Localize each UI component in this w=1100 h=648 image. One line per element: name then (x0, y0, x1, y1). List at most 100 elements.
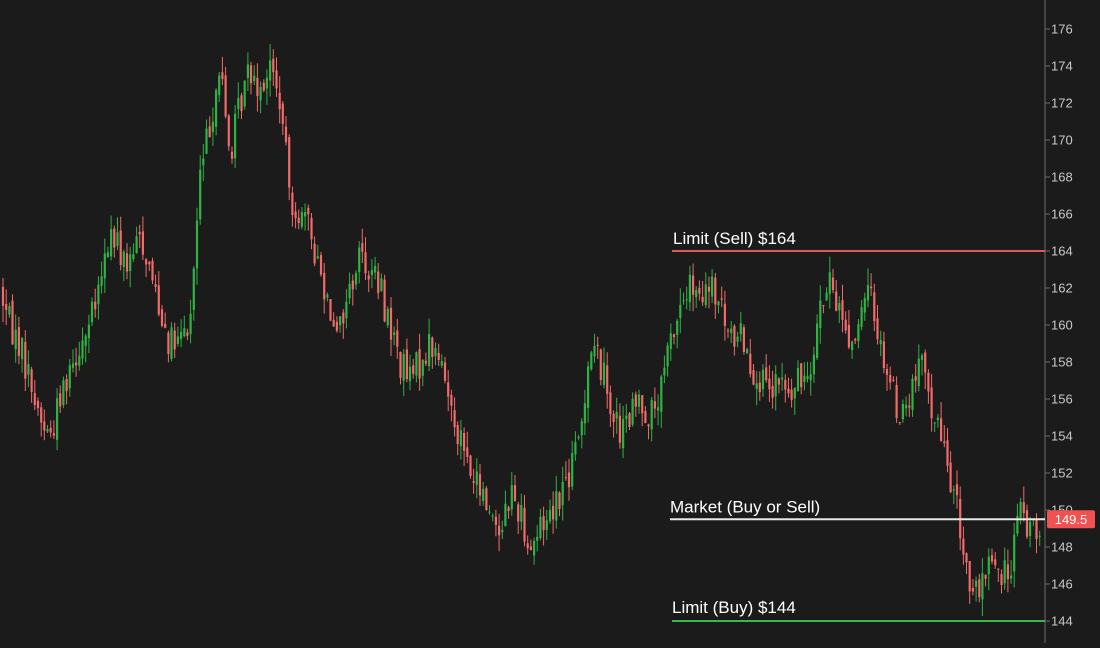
candle-body (326, 294, 329, 298)
candle-body (281, 103, 284, 124)
candle-body (450, 394, 453, 406)
current-price-tag: 149.5 (1047, 510, 1095, 529)
y-tick-label: 146 (1051, 577, 1073, 592)
candle-body (936, 417, 939, 420)
candle-body (641, 395, 644, 414)
y-tick-label: 170 (1051, 133, 1073, 148)
y-tick-label: 174 (1051, 59, 1073, 74)
candle-body (758, 382, 761, 392)
candle-body (145, 259, 148, 265)
candle-body (65, 379, 68, 392)
candle-body (288, 137, 291, 188)
candle-body (485, 488, 488, 510)
candle-body (895, 385, 898, 419)
candle-body (164, 323, 167, 328)
candle-body (615, 411, 618, 419)
candle-body (202, 158, 205, 166)
candles-layer (1, 44, 1041, 616)
candle-body (1022, 502, 1025, 514)
candle-body (577, 437, 580, 438)
candle-body (866, 285, 870, 301)
candle-body (56, 398, 59, 440)
candle-body (863, 298, 866, 313)
candle-body (501, 529, 504, 533)
candle-body (94, 301, 97, 310)
y-tick-label: 160 (1051, 318, 1073, 333)
candle-body (564, 477, 567, 479)
candle-body (914, 376, 917, 381)
y-tick-label: 166 (1051, 207, 1073, 222)
candle-body (517, 504, 520, 522)
candle-body (545, 520, 548, 530)
candle-body (720, 298, 723, 300)
candle-body (208, 126, 211, 138)
candle-body (730, 328, 733, 334)
candle-body (908, 405, 911, 408)
candle-body (310, 218, 313, 240)
candle-body (962, 538, 965, 555)
candle-body (498, 525, 501, 536)
candle-body (36, 400, 40, 409)
candle-body (151, 260, 154, 281)
candle-body (253, 75, 256, 82)
candle-body (1003, 560, 1006, 584)
y-tick-label: 172 (1051, 96, 1073, 111)
candle-body (8, 306, 11, 315)
candle-body (412, 365, 415, 374)
candle-body (472, 481, 475, 483)
candle-body (339, 316, 342, 326)
candle-body (27, 364, 30, 375)
candle-body (138, 232, 141, 235)
candle-body (777, 378, 780, 385)
candle-body (459, 430, 462, 447)
candle-body (838, 302, 841, 311)
candle-body (692, 275, 695, 295)
candle-body (1000, 574, 1003, 585)
level-label-sell: Limit (Sell) $164 (673, 229, 796, 248)
candle-body (548, 509, 552, 522)
candle-body (332, 319, 335, 327)
candle-body (717, 301, 720, 306)
candle-body (1038, 535, 1041, 537)
candle-body (555, 491, 558, 521)
candle-body (383, 279, 386, 322)
candle-body (650, 399, 653, 430)
candle-body (335, 321, 338, 331)
candle-body (78, 355, 81, 366)
candle-body (590, 352, 593, 370)
candle-body (402, 353, 405, 381)
candle-body (688, 274, 691, 303)
candle-body (844, 319, 847, 331)
candle-body (920, 355, 924, 360)
candle-body (243, 80, 246, 107)
candle-body (653, 401, 656, 409)
candle-body (618, 415, 621, 443)
candle-body (841, 300, 844, 320)
candle-body (24, 342, 27, 379)
candle-body (300, 212, 303, 227)
candle-body (62, 380, 65, 405)
candle-body (787, 388, 790, 394)
candle-body (90, 301, 94, 323)
candle-body (669, 333, 672, 349)
candle-body (663, 367, 666, 376)
candle-body (323, 273, 326, 300)
candle-body (698, 287, 701, 294)
candle-body (723, 303, 726, 326)
candle-body (533, 541, 536, 556)
candle-body (755, 383, 758, 389)
candle-body (927, 372, 930, 392)
candle-body (793, 388, 796, 399)
candle-body (800, 363, 803, 388)
candle-body (905, 404, 908, 409)
candle-body (889, 374, 892, 383)
candle-body (612, 413, 615, 422)
candle-body (428, 333, 431, 367)
candle-body (870, 286, 873, 289)
candle-body (714, 277, 717, 305)
candle-body (828, 272, 831, 294)
candle-body (469, 455, 472, 476)
candle-body (733, 325, 736, 347)
candle-body (40, 407, 43, 423)
candle-body (685, 299, 688, 301)
